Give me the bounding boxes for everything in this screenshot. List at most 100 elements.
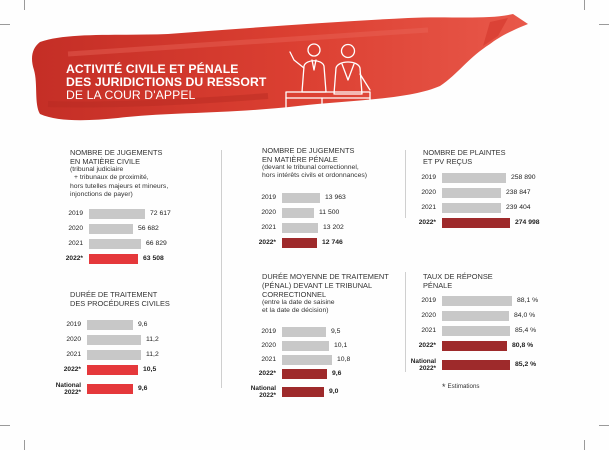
bar-value-label: 9,0 [329,388,339,395]
bar [89,239,141,249]
bar-category-label-national: National 2022* [250,385,276,400]
bar [282,387,324,397]
civil-judgments-heading: NOMBRE DE JUGEMENTS EN MATIÈRE CIVILE [70,148,163,166]
bar [282,341,329,351]
crop-mark [0,24,10,25]
crop-mark [599,24,609,25]
bar [282,238,317,248]
crop-mark [599,425,609,426]
penal-judgments-heading: NOMBRE DE JUGEMENTS EN MATIÈRE PÉNALE [262,146,355,164]
bar-value-label: 239 404 [506,204,531,211]
bar-category-label: 2019 [66,321,81,328]
bar-value-label: 56 682 [138,225,159,232]
bar-category-label: 2022* [258,370,276,377]
bar-category-label: 2019 [68,210,83,217]
penal-judgments-subtitle: (devant le tribunal correctionnel, hors … [262,164,368,180]
bar-value-label: 11,2 [146,351,159,358]
bar-category-label: 2022* [418,219,436,226]
bar-category-label: 2022* [258,239,276,246]
bar [442,341,507,351]
bar [282,369,327,379]
bar [442,296,512,306]
bar-value-label: 88,1 % [517,297,539,304]
bar-value-label: 9,5 [331,328,341,335]
bar [87,320,133,330]
bar [442,203,501,213]
bar [87,350,141,360]
bar-value-label: 10,1 [334,342,348,349]
bar-category-label: 2020 [261,209,276,216]
bar [282,208,314,218]
civil-judgments-subtitle: (tribunal judiciaire + tribunaux de prox… [70,166,169,199]
bar [282,193,320,203]
bar-value-label: 258 890 [511,174,536,181]
divider-1 [221,150,222,388]
civil-duration-heading: DURÉE DE TRAITEMENT DES PROCÉDURES CIVIL… [70,290,170,308]
bar-category-label: 2021 [261,224,276,231]
footnote-star: * [442,382,446,392]
bar-value-label: 9,6 [138,321,148,328]
title-line-1: ACTIVITÉ CIVILE ET PÉNALE [66,62,239,76]
bar-value-label: 274 998 [515,219,540,226]
bar-value-label: 11 500 [319,209,340,216]
title-line-2: DES JURIDICTIONS DU RESSORT [66,75,267,89]
magistrates-illustration [285,43,371,111]
bar [87,335,141,345]
bar-category-label: 2021 [261,356,276,363]
bar-value-label: 80,8 % [512,342,534,349]
bar-value-label: 9,6 [332,370,342,377]
bar [442,188,501,198]
bar-value-label: 11,2 [146,336,159,343]
bar-category-label: 2021 [68,240,83,247]
bar-category-label: 2020 [66,336,81,343]
bar [282,327,326,337]
bar-category-label: 2021 [66,351,81,358]
bar-category-label: 2019 [261,328,276,335]
bar-category-label-national: National 2022* [410,358,436,373]
penal-response-heading: TAUX DE RÉPONSE PÉNALE [423,272,493,290]
divider-2 [405,150,406,218]
bar-category-label: 2021 [421,204,436,211]
bar [282,223,318,233]
bar-category-label: 2020 [68,225,83,232]
bar-category-label: 2022* [65,255,83,262]
bar-value-label: 10,5 [143,366,157,373]
bar [442,311,509,321]
bar-value-label: 13 963 [325,194,346,201]
divider-3 [405,272,406,372]
bar-category-label: 2019 [261,194,276,201]
crop-mark [584,0,585,10]
bar-value-label: 85,2 % [515,361,537,368]
bar-category-label: 2020 [261,342,276,349]
crop-mark [0,425,10,426]
header-banner [32,14,528,121]
bar-category-label-national: National 2022* [55,382,81,397]
crop-mark [24,440,25,450]
crop-mark [584,440,585,450]
bar-category-label: 2019 [421,297,436,304]
bar-value-label: 85,4 % [515,327,537,334]
bar-value-label: 63 508 [143,255,164,262]
bar-category-label: 2022* [418,342,436,349]
bar [87,365,138,375]
bar-value-label: 66 829 [146,240,167,247]
bar-category-label: 2019 [421,174,436,181]
complaints-heading: NOMBRE DE PLAINTES ET PV REÇUS [423,148,506,166]
bar-value-label: 13 202 [323,224,344,231]
bar-value-label: 238 847 [506,189,531,196]
bar-category-label: 2021 [421,327,436,334]
bar [442,218,510,228]
title-line-3: DE LA COUR D'APPEL [66,88,196,102]
penal-duration-heading: DURÉE MOYENNE DE TRAITEMENT (PÉNAL) DEVA… [262,272,389,299]
bar-value-label: 72 617 [150,210,171,217]
bar-category-label: 2020 [421,189,436,196]
bar-category-label: 2020 [421,312,436,319]
bar-category-label: 2022* [63,366,81,373]
bar [89,224,133,234]
bar [442,360,510,370]
crop-mark [24,0,25,10]
bar-value-label: 84,0 % [514,312,536,319]
bar [87,384,133,394]
bar [442,173,506,183]
footnote-text: Estimations [447,383,480,390]
